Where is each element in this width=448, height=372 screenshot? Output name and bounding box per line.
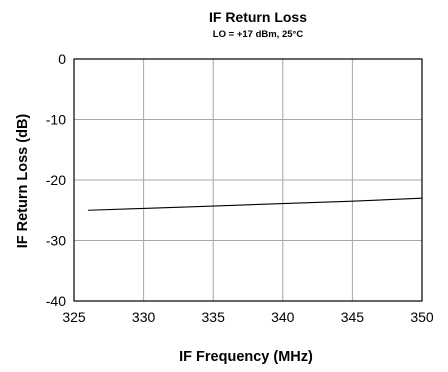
series-layer [87,197,423,211]
y-tick-label: -10 [46,112,66,128]
x-tick-label: 345 [341,309,365,325]
y-tick-label: 0 [58,51,66,67]
chart-subtitle: LO = +17 dBm, 25°C [213,29,304,40]
tick-labels: 325 330 335 340 345 350 0 -10 -20 -30 -40 [46,51,434,325]
y-tick-label: -30 [46,233,66,249]
x-tick-label: 325 [62,309,86,325]
x-tick-label: 340 [271,309,295,325]
y-axis-label: IF Return Loss (dB) [15,114,31,249]
x-axis-label: IF Frequency (MHz) [179,349,313,365]
series-line-0 [87,197,423,211]
y-tick-label: -40 [46,293,66,309]
x-tick-label: 335 [202,309,226,325]
x-tick-label: 330 [132,309,156,325]
grid-lines [74,59,422,301]
plot-frame [73,58,423,302]
chart-title: IF Return Loss [209,9,307,25]
x-tick-label: 350 [410,309,434,325]
y-tick-label: -20 [46,172,66,188]
